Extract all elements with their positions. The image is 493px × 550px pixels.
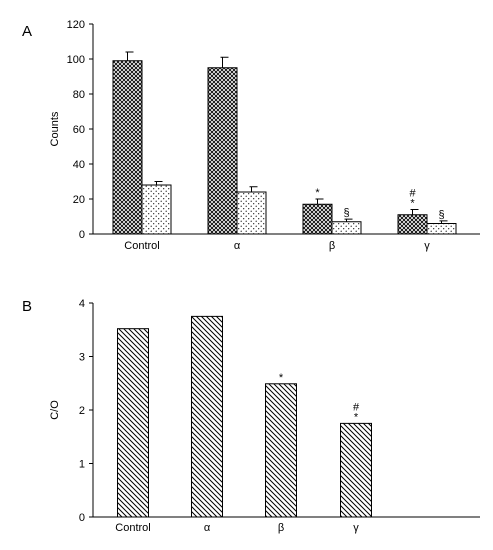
x-tick-label: γ bbox=[353, 522, 359, 534]
bar bbox=[340, 422, 372, 518]
y-tick-label: 60 bbox=[73, 124, 85, 136]
bar bbox=[265, 383, 297, 518]
significance-mark: * bbox=[315, 187, 320, 199]
y-tick-label: 0 bbox=[79, 229, 85, 241]
x-tick-label: γ bbox=[424, 240, 430, 252]
panel-label: A bbox=[22, 23, 32, 40]
bar bbox=[141, 184, 172, 235]
y-tick-label: 0 bbox=[79, 512, 85, 524]
y-axis-label: Counts bbox=[49, 111, 61, 146]
significance-mark: * bbox=[279, 372, 284, 384]
bar bbox=[331, 221, 362, 235]
bar bbox=[397, 214, 428, 235]
bar bbox=[302, 203, 333, 235]
x-tick-label: Control bbox=[124, 240, 159, 252]
bar bbox=[207, 67, 238, 235]
bar bbox=[112, 60, 143, 235]
bar bbox=[191, 315, 223, 518]
x-tick-label: β bbox=[329, 240, 335, 252]
y-tick-label: 40 bbox=[73, 159, 85, 171]
bar bbox=[426, 223, 457, 235]
significance-mark: § bbox=[438, 209, 444, 221]
y-axis-label: C/O bbox=[49, 400, 61, 420]
y-tick-label: 2 bbox=[79, 405, 85, 417]
y-tick-label: 20 bbox=[73, 194, 85, 206]
y-tick-label: 3 bbox=[79, 352, 85, 364]
y-tick-label: 1 bbox=[79, 459, 85, 471]
x-tick-label: β bbox=[278, 522, 284, 534]
x-tick-label: α bbox=[204, 522, 211, 534]
bar bbox=[117, 328, 149, 518]
bar bbox=[236, 191, 267, 235]
significance-mark: § bbox=[343, 207, 349, 219]
x-tick-label: α bbox=[234, 240, 241, 252]
significance-mark: * bbox=[410, 198, 415, 210]
significance-mark: # bbox=[353, 401, 360, 413]
y-tick-label: 4 bbox=[79, 298, 85, 310]
panel-label: B bbox=[22, 298, 32, 315]
y-tick-label: 80 bbox=[73, 89, 85, 101]
y-tick-label: 120 bbox=[67, 19, 85, 31]
x-tick-label: Control bbox=[115, 522, 150, 534]
significance-mark: * bbox=[354, 411, 359, 423]
y-tick-label: 100 bbox=[67, 54, 85, 66]
significance-mark: # bbox=[409, 188, 416, 200]
